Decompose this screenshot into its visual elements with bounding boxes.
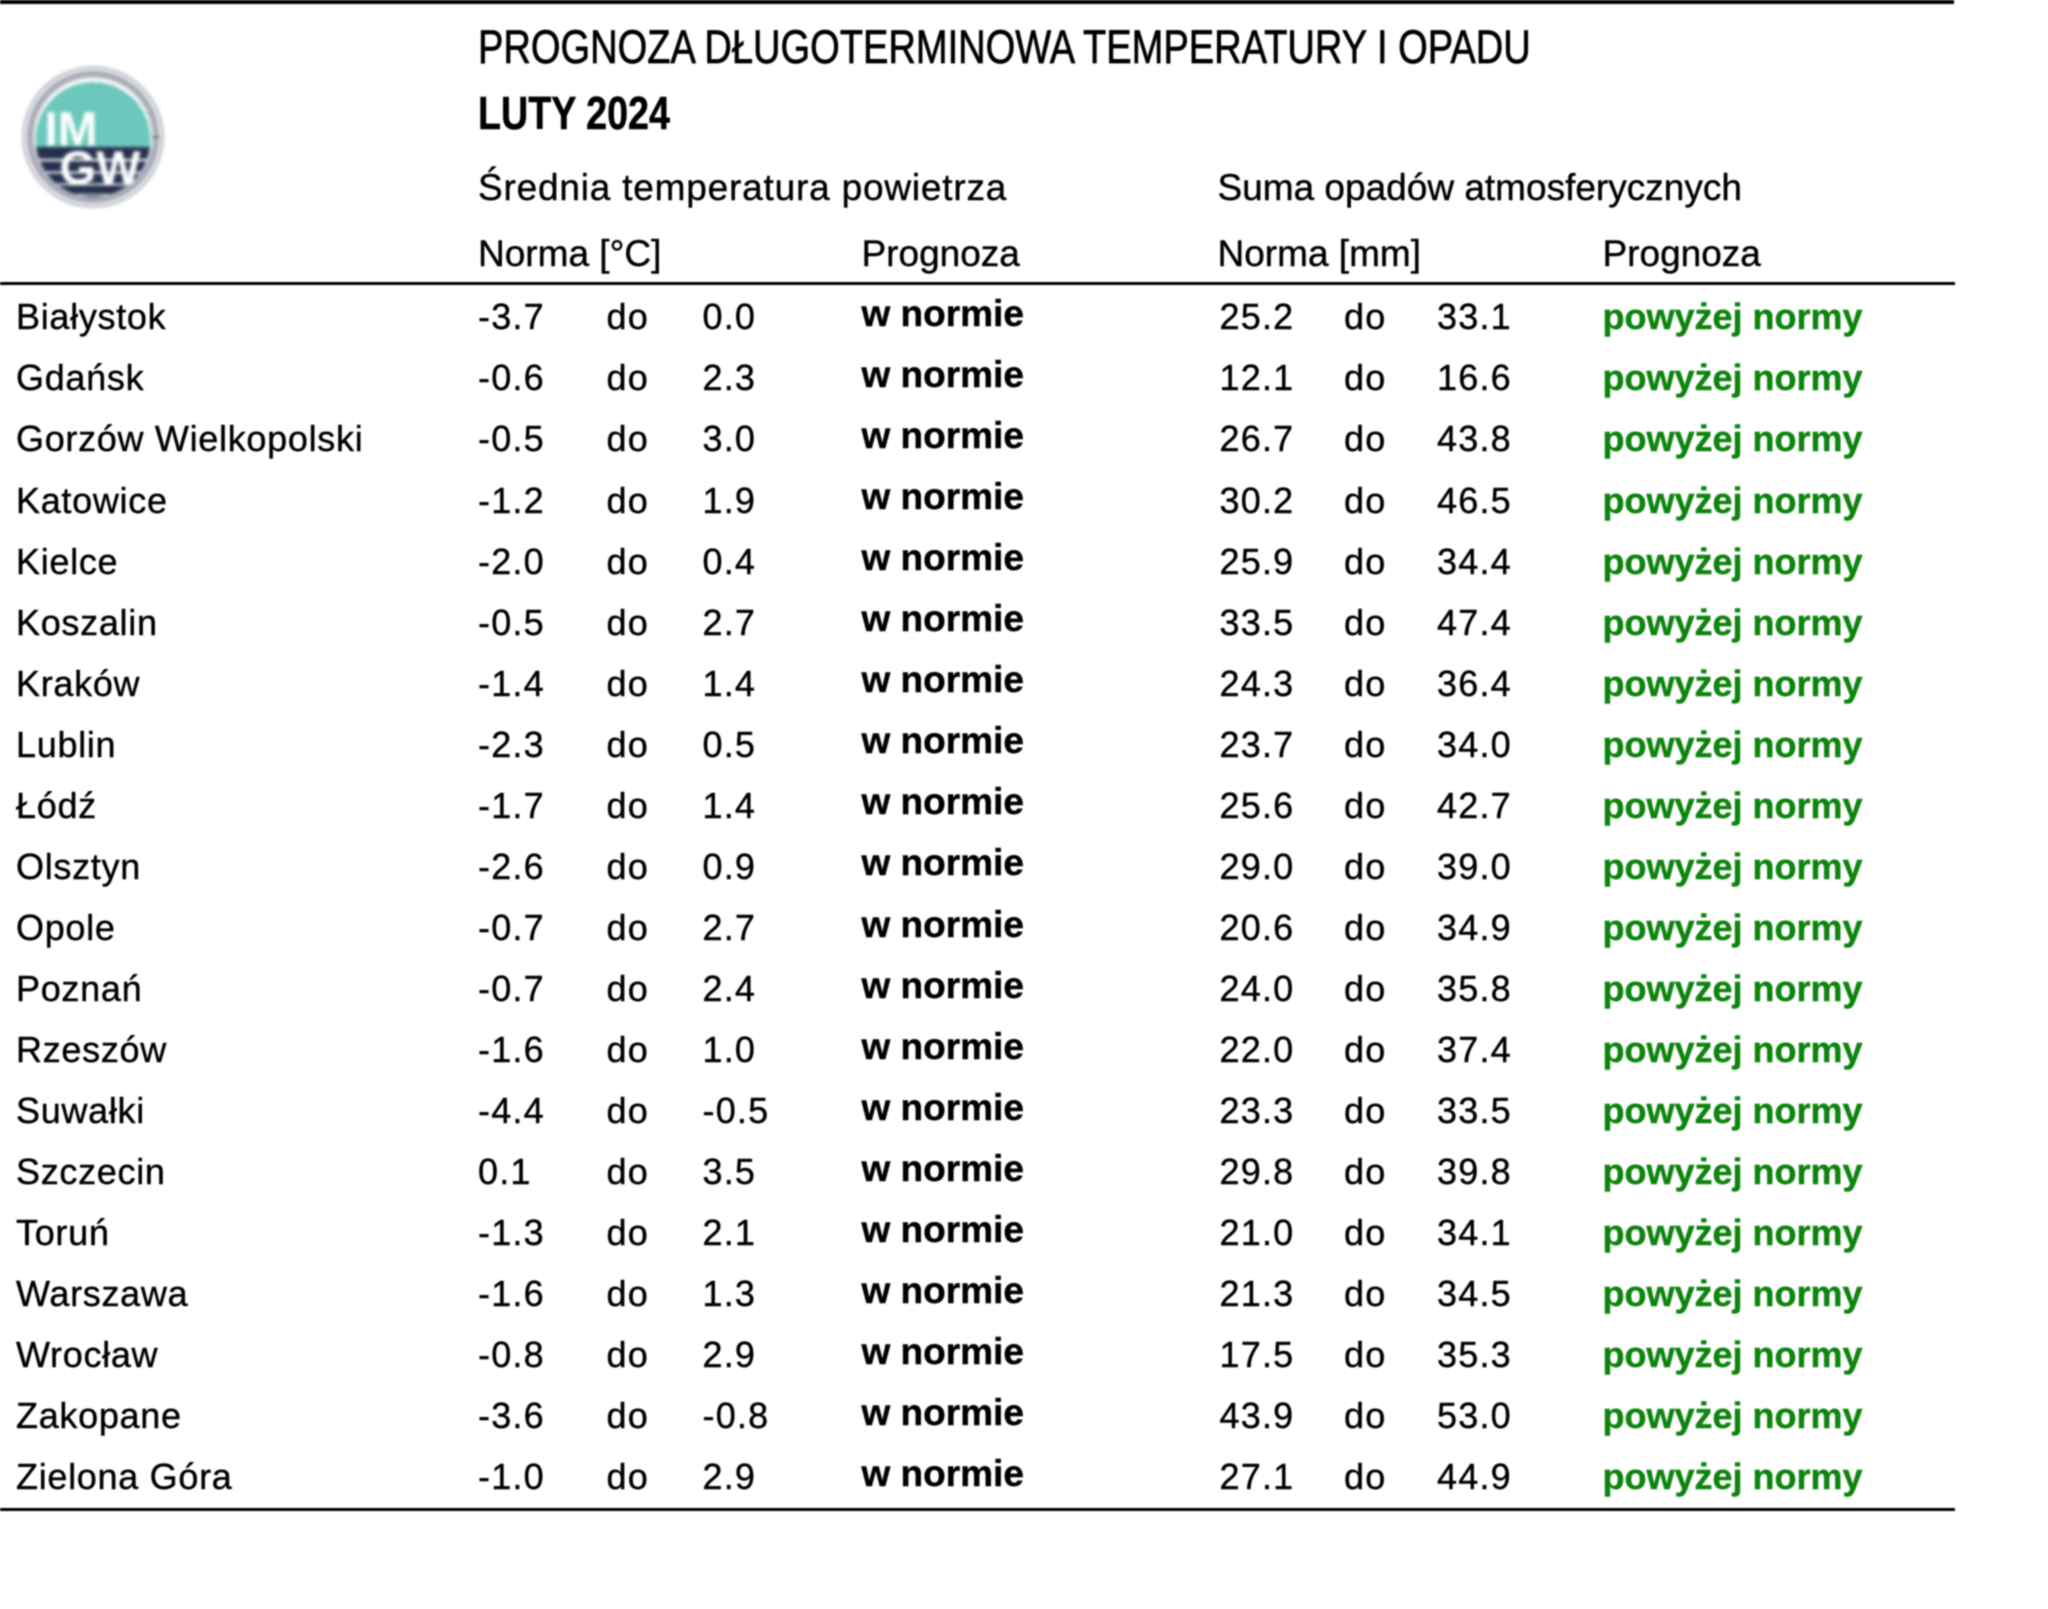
svg-text:IM: IM [44, 104, 97, 157]
svg-text:GW: GW [60, 141, 142, 194]
